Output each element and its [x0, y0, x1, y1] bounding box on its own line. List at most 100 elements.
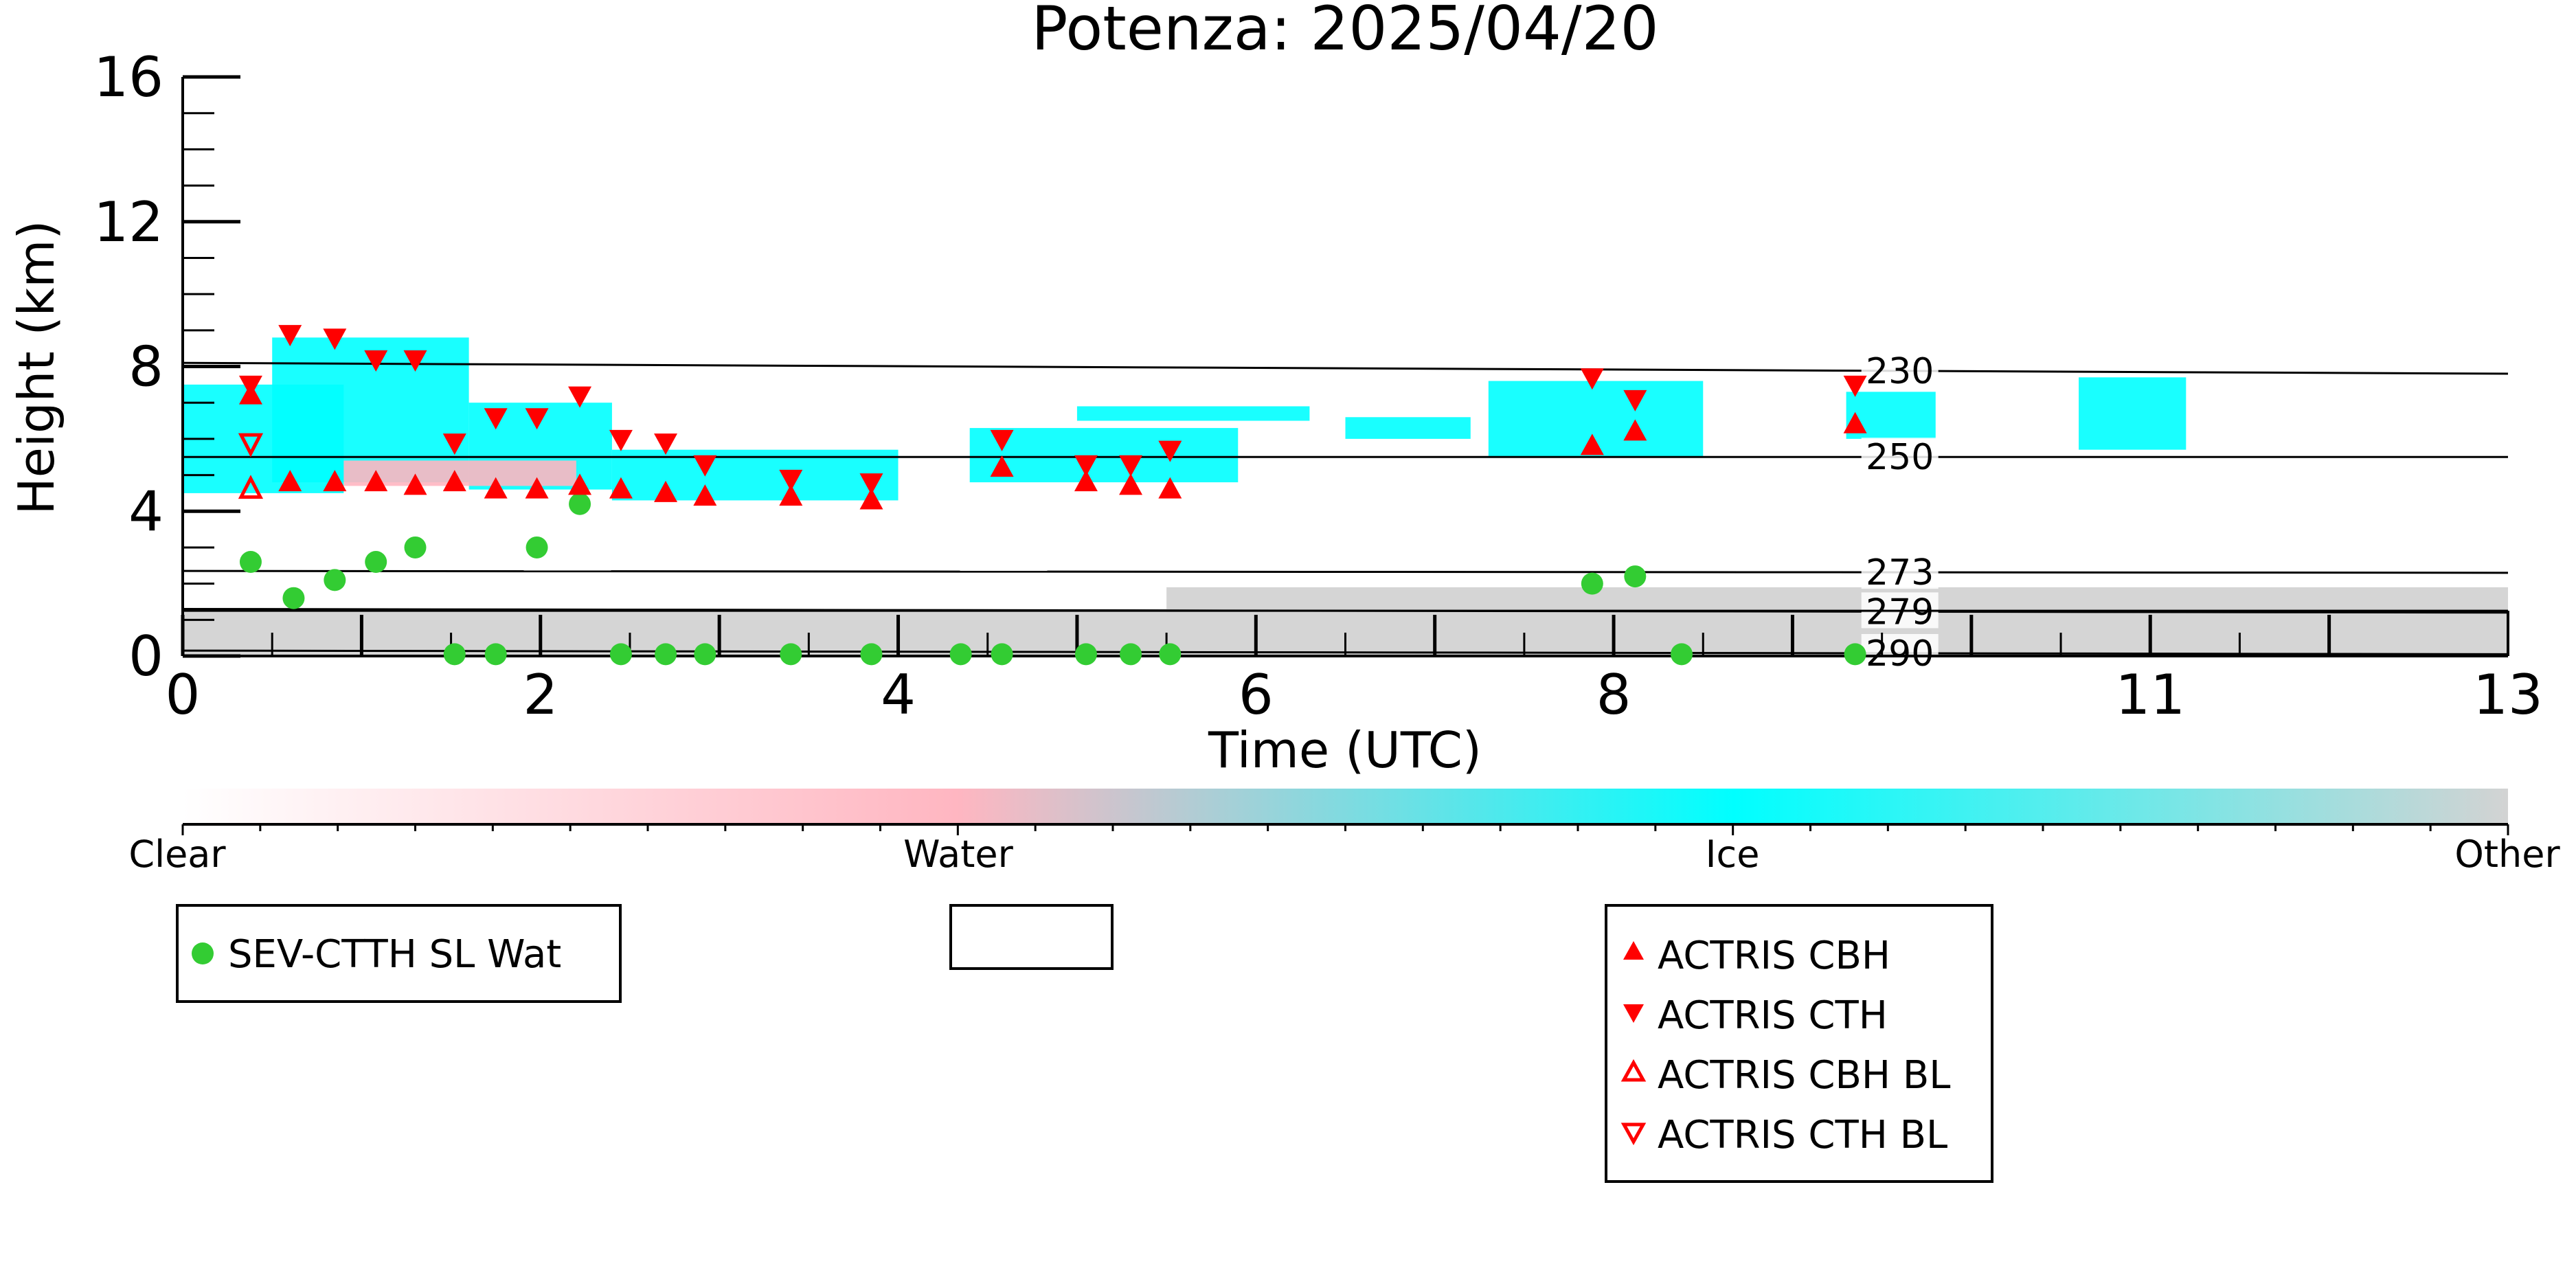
sev-ctth-sl-wat-point	[1159, 643, 1182, 666]
legend-left-box	[176, 904, 622, 1003]
sev-ctth-sl-wat-point	[1844, 643, 1866, 666]
isotherm-label: 250	[1866, 437, 1934, 478]
actris-cth-point	[364, 350, 388, 372]
actris-cbh-point	[990, 455, 1014, 477]
actris-cbh-point	[1580, 433, 1604, 455]
isotherm-label: 290	[1866, 633, 1934, 675]
actris-cbh-point	[779, 484, 803, 506]
sev-ctth-sl-wat-point	[860, 643, 883, 666]
colorbar-label-clear: Clear	[128, 833, 226, 876]
sev-ctth-sl-wat-point	[1671, 643, 1693, 666]
cloud-region-other	[1166, 587, 2508, 613]
legend-cth-bl-marker	[1620, 1122, 1647, 1146]
actris-cbh-point	[525, 477, 549, 499]
actris-cth-point	[278, 325, 302, 347]
y-tick-label: 12	[93, 190, 163, 254]
x-tick-label: 8	[1596, 663, 1631, 727]
x-tick-label: 4	[881, 663, 916, 727]
sev-ctth-sl-wat-point	[1120, 643, 1142, 666]
sev-ctth-sl-wat-point	[282, 587, 305, 609]
actris-cth-point	[1074, 455, 1098, 477]
chart-title: Potenza: 2025/04/20	[1031, 0, 1658, 64]
legend-sev-label: SEV-CTTH SL Wat	[228, 932, 561, 977]
actris-cbh-point	[323, 470, 347, 492]
colorbar: Clear Water Ice Other	[128, 789, 2560, 876]
sev-ctth-sl-wat-point	[324, 569, 346, 591]
y-axis-label: Height (km)	[8, 221, 65, 515]
axes: 0 4 8 12 16 0 2 4 6 8 11 13	[93, 45, 2543, 727]
actris-cbh-point	[693, 484, 717, 506]
actris-cth-point	[609, 429, 633, 451]
actris-cbh-point	[278, 470, 302, 492]
sev-ctth-sl-wat-point	[1074, 643, 1097, 666]
sev-ctth-sl-wat-point	[949, 643, 972, 666]
colorbar-ticks	[181, 824, 2509, 835]
x-tick-label: 6	[1239, 663, 1274, 727]
actris-cth-point	[442, 433, 466, 455]
sev-ctth-sl-wat-point	[609, 643, 632, 666]
legend-empty-box	[949, 904, 1114, 970]
isotherm-label: 279	[1866, 591, 1934, 633]
actris-cbh-point	[609, 477, 633, 499]
sev-ctth-sl-wat-point	[365, 551, 387, 574]
cloud-region-ice	[1345, 417, 1471, 439]
actris-cth-point	[525, 408, 549, 430]
legend-right-box	[1605, 904, 1993, 1183]
sev-ctth-sl-wat-point	[991, 643, 1013, 666]
legend-cth-marker	[1623, 1004, 1644, 1023]
sev-ctth-sl-wat-point	[443, 643, 466, 666]
actris-cth-point	[484, 408, 508, 430]
actris-cth-point	[238, 375, 262, 397]
colorbar-label-water: Water	[903, 833, 1013, 876]
sev-ctth-sl-wat-point	[239, 551, 262, 574]
isotherm-line	[182, 361, 2509, 375]
actris-cbh-point	[1119, 473, 1143, 495]
y-tick-label: 16	[93, 45, 163, 109]
actris-cth-point	[323, 328, 347, 350]
actris-cbh-point	[1623, 419, 1647, 441]
y-tick-label: 8	[128, 335, 163, 399]
actris-cbh-point	[1843, 411, 1867, 433]
legend-sev-marker	[192, 942, 214, 964]
legend-cbh-bl-marker	[1620, 1059, 1647, 1082]
legend-cth-bl-label: ACTRIS CTH BL	[1658, 1113, 1947, 1157]
actris-cbh-point	[568, 473, 592, 495]
isotherm-label-bg	[1861, 553, 1939, 589]
legend-cbh-bl-label: ACTRIS CBH BL	[1658, 1053, 1950, 1098]
actris-cth-bl-point	[238, 433, 264, 457]
actris-cth-point	[1580, 368, 1604, 390]
x-tick-label: 13	[2473, 663, 2543, 727]
sev-ctth-sl-wat-point	[780, 643, 802, 666]
colorbar-label-other: Other	[2454, 833, 2560, 876]
sev-ctth-sl-wat-point	[1624, 565, 1647, 588]
actris-cth-point	[1843, 375, 1867, 397]
data-points	[238, 325, 1867, 666]
actris-cbh-point	[859, 488, 883, 510]
cloud-region-ice	[2079, 377, 2187, 450]
actris-cth-point	[779, 469, 803, 491]
sev-ctth-sl-wat-point	[655, 643, 677, 666]
y-tick-label: 4	[128, 479, 163, 543]
y-tick-label: 0	[128, 624, 163, 688]
isotherm-label-bg	[1861, 633, 1939, 670]
sev-ctth-sl-wat-point	[569, 493, 591, 515]
actris-cth-point	[403, 350, 427, 372]
x-tick-label: 11	[2115, 663, 2185, 727]
actris-cbh-point	[1074, 470, 1098, 492]
actris-cbh-point	[484, 477, 508, 499]
x-tick-label: 0	[166, 663, 201, 727]
legend-cth-label: ACTRIS CTH	[1658, 993, 1888, 1038]
sev-ctth-sl-wat-point	[404, 536, 427, 558]
isotherm-label: 230	[1866, 351, 1934, 392]
legend-left: SEV-CTTH SL Wat	[176, 904, 622, 1003]
sev-ctth-sl-wat-point	[484, 643, 507, 666]
isotherm-label: 273	[1866, 552, 1934, 594]
actris-cbh-point	[364, 470, 388, 492]
legend-cbh-label: ACTRIS CBH	[1658, 934, 1890, 978]
actris-cbh-point	[654, 480, 678, 502]
actris-cth-point	[1623, 389, 1647, 411]
actris-cth-point	[1158, 440, 1182, 462]
actris-cbh-point	[1158, 477, 1182, 499]
legend-cbh-marker	[1623, 941, 1644, 960]
